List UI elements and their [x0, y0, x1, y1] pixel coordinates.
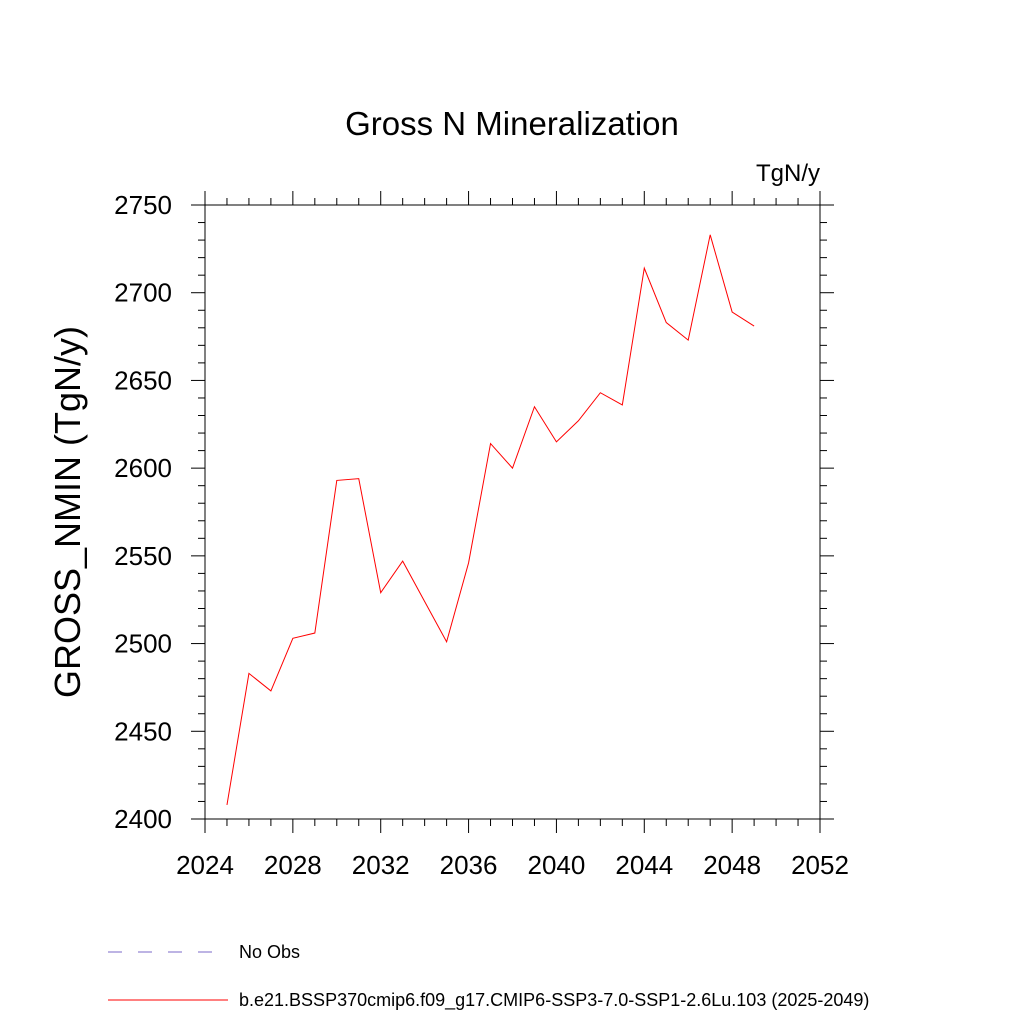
x-tick-label: 2040	[528, 850, 586, 880]
chart-title: Gross N Mineralization	[345, 105, 679, 142]
x-tick-label: 2048	[703, 850, 761, 880]
x-tick-label: 2036	[440, 850, 498, 880]
legend: No Obs b.e21.BSSP370cmip6.f09_g17.CMIP6-S…	[108, 942, 869, 1011]
y-tick-label: 2750	[114, 190, 172, 220]
y-tick-label: 2550	[114, 541, 172, 571]
y-tick-label: 2450	[114, 716, 172, 746]
units-label: TgN/y	[756, 160, 820, 187]
y-tick-label: 2400	[114, 804, 172, 834]
y-tick-label: 2650	[114, 365, 172, 395]
series-lines	[226, 234, 755, 806]
x-tick-label: 2052	[791, 850, 849, 880]
series-line-1	[226, 234, 755, 806]
y-tick-label: 2700	[114, 278, 172, 308]
x-tick-label: 2044	[615, 850, 673, 880]
x-tick-label: 2028	[264, 850, 322, 880]
y-axis-label: GROSS_NMIN (TgN/y)	[47, 326, 88, 698]
y-tick-label: 2500	[114, 629, 172, 659]
axis-ticks: 2024 2028 2032 2036 2040 2044 2048 2052 2400 2450…	[114, 190, 849, 880]
x-tick-label: 2024	[176, 850, 234, 880]
legend-label-1: b.e21.BSSP370cmip6.f09_g17.CMIP6-SSP3-7.…	[239, 990, 869, 1011]
y-tick-label: 2600	[114, 453, 172, 483]
legend-label-0: No Obs	[239, 942, 300, 962]
x-tick-label: 2032	[352, 850, 410, 880]
